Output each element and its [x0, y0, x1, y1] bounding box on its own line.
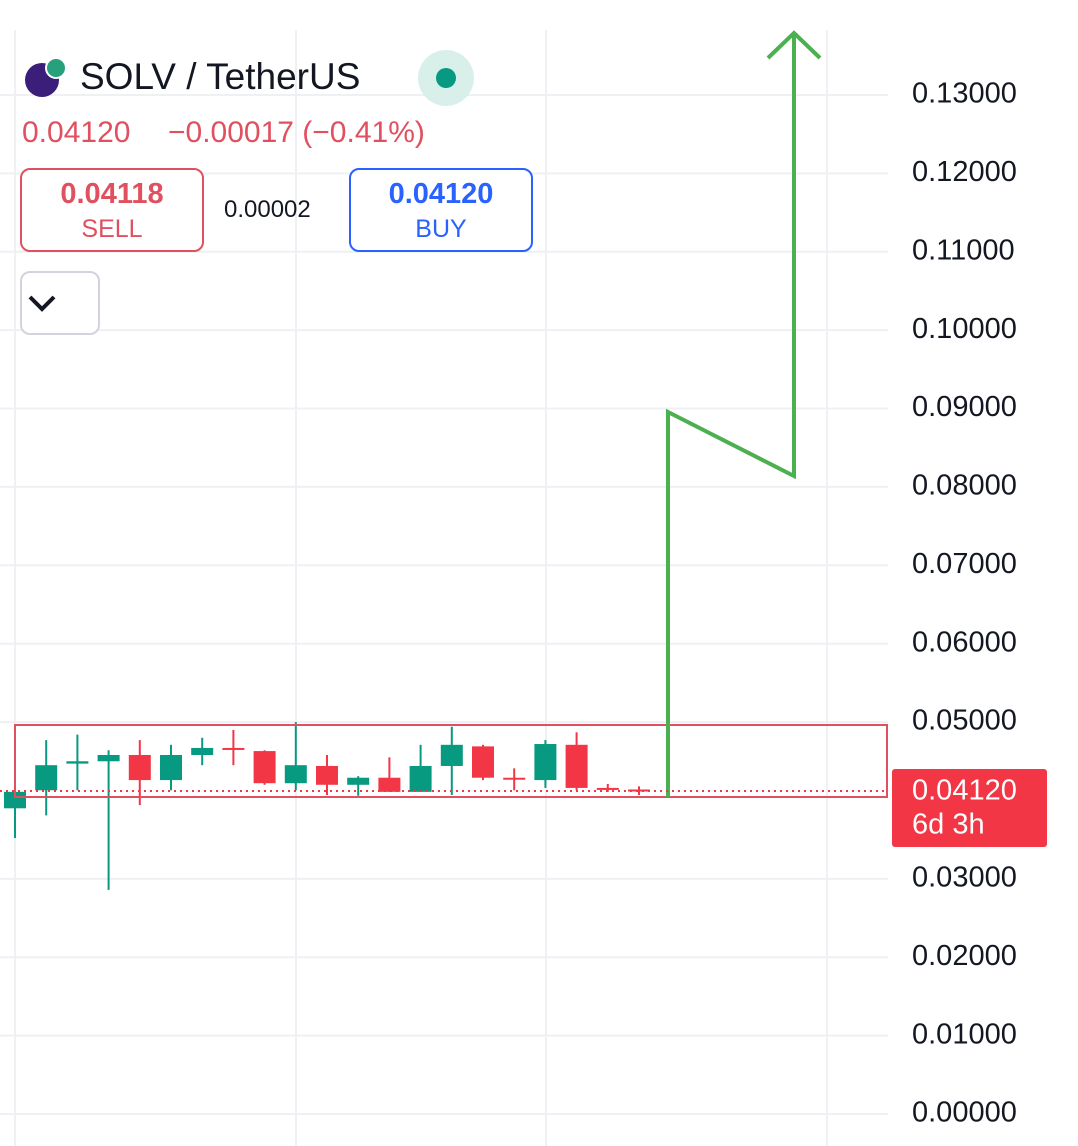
last-price: 0.04120	[22, 116, 131, 149]
candle-body	[160, 754, 182, 781]
candle-body	[347, 777, 370, 785]
marks	[4, 722, 650, 890]
candle-body	[253, 751, 276, 784]
symbol: SOLV / TetherUS	[80, 56, 361, 97]
arrow-drawing	[666, 35, 796, 797]
y-tick-label: 0.00000	[912, 1097, 1017, 1129]
sell-button[interactable]: 0.04118 SELL	[20, 168, 204, 252]
candle-body	[97, 754, 120, 762]
sell-label: SELL	[81, 215, 143, 243]
arrow-head	[766, 30, 822, 60]
candle-body	[596, 787, 619, 790]
chevron	[28, 295, 56, 312]
candle-body	[66, 761, 89, 764]
candle-body	[222, 747, 245, 750]
candle-body	[378, 777, 401, 792]
collapse-button[interactable]	[20, 271, 100, 335]
candle-body	[4, 791, 26, 809]
y-tick-label: 0.11000	[912, 234, 1015, 266]
candle-body	[565, 744, 588, 788]
y-tick-label: 0.08000	[912, 470, 1017, 502]
y-tick-label: 0.02000	[912, 940, 1017, 972]
status-dot	[436, 68, 456, 88]
candle-body	[35, 765, 58, 791]
candle-body	[191, 747, 214, 755]
candle-body	[284, 765, 307, 784]
sell-price: 0.04118	[60, 178, 164, 210]
candle-body	[316, 765, 338, 785]
change: −0.00017 (−0.41%)	[168, 116, 425, 149]
y-tick-label: 0.01000	[912, 1018, 1017, 1050]
price-tag	[892, 769, 1047, 848]
candle-body	[534, 744, 557, 781]
buy-button[interactable]: 0.04120 BUY	[349, 168, 533, 252]
candle-body	[503, 777, 526, 780]
price-tag-label: 0.04120	[912, 775, 1017, 807]
candle-body	[628, 789, 650, 792]
y-tick-label: 0.06000	[912, 626, 1017, 658]
y-tick-label: 0.10000	[912, 313, 1017, 345]
buy-price: 0.04120	[388, 178, 494, 210]
y-tick-label: 0.03000	[912, 862, 1017, 894]
y-tick-label: 0.09000	[912, 391, 1017, 423]
candle-body	[128, 754, 151, 781]
y-tick-label: 0.13000	[912, 78, 1017, 110]
candle-body	[472, 746, 494, 778]
status	[418, 50, 474, 106]
y-tick-label: 0.12000	[912, 156, 1017, 188]
candle-body	[440, 744, 463, 766]
countdown: 6d 3h	[912, 809, 985, 841]
y-tick-label: 0.07000	[912, 548, 1017, 580]
y-tick-label: 0.05000	[912, 705, 1017, 737]
candle-body	[409, 765, 432, 792]
range-box	[14, 724, 888, 798]
logo-icon	[25, 57, 67, 97]
logo	[22, 56, 67, 98]
spread: 0.00002	[224, 196, 311, 223]
buy-label: BUY	[415, 215, 467, 243]
